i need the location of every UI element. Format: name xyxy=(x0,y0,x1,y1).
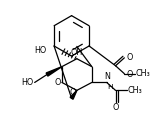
Text: N: N xyxy=(104,72,110,81)
Text: O: O xyxy=(126,53,133,62)
Text: HO: HO xyxy=(34,46,46,55)
Text: OH: OH xyxy=(71,48,83,57)
Text: H: H xyxy=(107,84,113,90)
Text: O: O xyxy=(126,70,132,78)
Text: O: O xyxy=(69,88,76,97)
Polygon shape xyxy=(46,67,62,76)
Text: O: O xyxy=(55,78,61,87)
Text: CH₃: CH₃ xyxy=(128,86,143,95)
Text: HO: HO xyxy=(21,78,34,87)
Text: CH₃: CH₃ xyxy=(135,69,150,78)
Polygon shape xyxy=(70,90,77,99)
Text: O: O xyxy=(112,103,119,112)
